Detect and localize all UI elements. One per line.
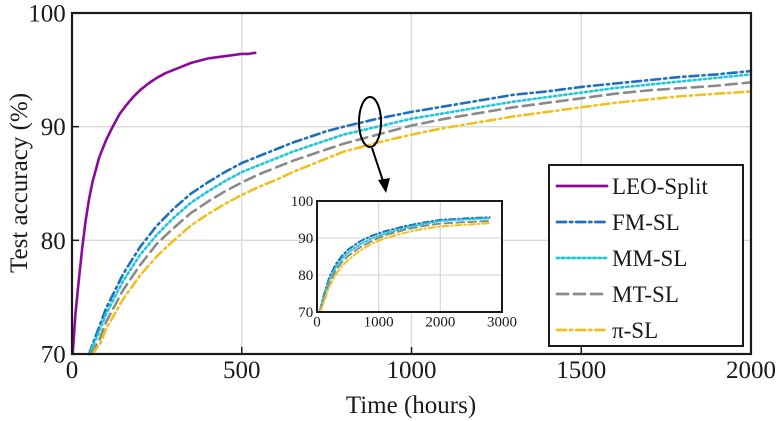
main-series-mm-sl-line — [87, 73, 753, 356]
main-series-leo-split-line — [71, 51, 257, 356]
zoom-highlight-ellipse — [358, 96, 382, 148]
legend-box — [548, 164, 744, 347]
inset-ytick-label-2: 90 — [298, 231, 313, 247]
main-xtick-label-4: 2000 — [726, 357, 776, 384]
main-ytick-label-1: 80 — [41, 228, 66, 255]
inset-series-group — [319, 216, 491, 313]
main-ytick-label-2: 90 — [41, 114, 66, 141]
inset-series-sl-line — [319, 222, 491, 313]
legend-label-fm-sl: FM-SL — [612, 210, 680, 235]
main-series-fm-sl-line — [87, 69, 753, 356]
inset-series-mt-sl-line — [319, 220, 491, 313]
inset-xtick-label-0: 0 — [313, 314, 321, 330]
legend-label-sl: π-SL — [612, 318, 658, 343]
main-xtick-label-1: 500 — [223, 357, 261, 384]
main-xtick-label-2: 1000 — [387, 357, 437, 384]
zoom-arrow-shaft — [371, 147, 385, 185]
main-ytick-label-0: 70 — [41, 342, 66, 369]
inset-xtick-label-2: 2000 — [425, 314, 455, 330]
inset-ytick-label-0: 70 — [298, 305, 313, 321]
main-series-group — [71, 51, 753, 356]
inset-plot-frame — [316, 200, 503, 313]
legend-label-mt-sl: MT-SL — [612, 282, 679, 307]
main-xtick-label-3: 1500 — [556, 357, 606, 384]
main-series-sl-line — [91, 90, 753, 356]
main-ticks — [71, 12, 752, 355]
inset-tick-labels: 0 1000 2000 3000 70 80 90 100 — [291, 194, 517, 330]
inset-series-mm-sl-line — [319, 217, 491, 312]
inset-ytick-label-3: 100 — [291, 194, 314, 210]
legend-label-mm-sl: MM-SL — [612, 246, 687, 271]
zoom-arrow-head — [378, 178, 390, 193]
inset-series-fm-sl-line — [319, 216, 491, 312]
main-xtick-label-0: 0 — [66, 357, 79, 384]
legend-label-leo-split: LEO-Split — [612, 174, 708, 199]
y-axis-label: Test accuracy (%) — [6, 93, 33, 273]
legend: LEO-Split FM-SL MM-SL MT-SL π-SL — [548, 164, 744, 347]
main-series-mt-sl-line — [89, 81, 753, 356]
inset-xtick-label-1: 1000 — [364, 314, 394, 330]
inset-ytick-label-1: 80 — [298, 268, 313, 284]
x-axis-label: Time (hours) — [346, 392, 476, 419]
inset-xtick-label-3: 3000 — [487, 314, 517, 330]
main-ytick-label-3: 100 — [28, 1, 66, 28]
legend-items: LEO-Split FM-SL MM-SL MT-SL π-SL — [555, 174, 708, 343]
